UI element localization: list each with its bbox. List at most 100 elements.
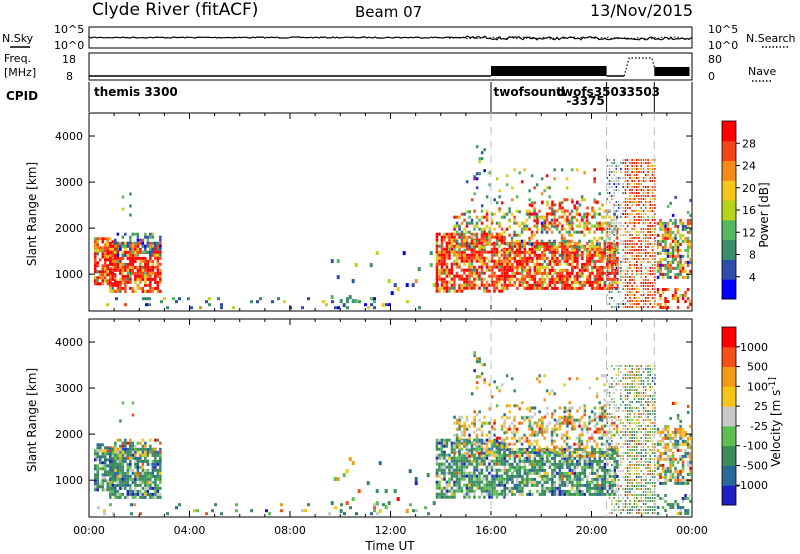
scatter-cell bbox=[578, 424, 581, 428]
scatter-cell bbox=[642, 228, 645, 230]
scatter-cell bbox=[568, 474, 572, 478]
scatter-cell bbox=[671, 245, 675, 249]
scatter-cell bbox=[591, 447, 594, 451]
scatter-cell bbox=[250, 509, 253, 513]
scatter-cell bbox=[608, 277, 612, 281]
scatter-cell bbox=[480, 447, 484, 451]
scatter-cell bbox=[613, 246, 615, 248]
scatter-cell bbox=[556, 453, 559, 457]
scatter-cell bbox=[460, 447, 464, 451]
scatter-cell bbox=[470, 271, 474, 275]
scatter-cell bbox=[144, 274, 147, 278]
scatter-cell bbox=[513, 404, 516, 408]
scatter-cell bbox=[119, 419, 122, 423]
scatter-cell bbox=[458, 480, 461, 484]
scatter-cell bbox=[523, 439, 526, 443]
scatter-cell bbox=[460, 268, 464, 272]
scatter-cell bbox=[603, 374, 606, 378]
scatter-cell bbox=[548, 392, 551, 396]
scatter-cell bbox=[503, 238, 506, 242]
scatter-cell bbox=[518, 421, 521, 425]
scatter-cell bbox=[96, 264, 99, 268]
scatter-cell bbox=[455, 456, 459, 460]
scatter-cell bbox=[463, 444, 466, 448]
scatter-cell bbox=[624, 201, 627, 203]
scatter-cell bbox=[453, 224, 456, 228]
scatter-cell bbox=[458, 265, 461, 269]
scatter-cell bbox=[543, 468, 547, 472]
scatter-cell bbox=[440, 486, 444, 490]
scatter-cell bbox=[654, 264, 656, 266]
scatter-cell bbox=[495, 495, 499, 499]
scatter-cell bbox=[568, 489, 572, 493]
scatter-cell bbox=[458, 421, 461, 425]
scatter-cell bbox=[409, 503, 412, 507]
scatter-cell bbox=[526, 492, 529, 496]
scatter-cell bbox=[136, 250, 140, 254]
scatter-cell bbox=[638, 195, 640, 197]
scatter-cell bbox=[483, 286, 486, 290]
scatter-cell bbox=[139, 286, 142, 290]
scatter-cell bbox=[608, 234, 611, 236]
scatter-cell bbox=[458, 456, 461, 460]
scatter-cell bbox=[121, 480, 125, 484]
scatter-cell bbox=[598, 492, 602, 496]
scatter-cell bbox=[676, 242, 680, 246]
scatter-cell bbox=[633, 174, 636, 176]
scatter-cell bbox=[558, 489, 562, 493]
scatter-cell bbox=[488, 227, 491, 231]
scatter-cell bbox=[470, 474, 474, 478]
scatter-cell bbox=[450, 247, 454, 251]
scatter-cell bbox=[613, 195, 615, 197]
scatter-cell bbox=[141, 238, 145, 242]
scatter-cell bbox=[521, 262, 524, 266]
scatter-cell bbox=[460, 489, 464, 493]
scatter-cell bbox=[659, 272, 662, 276]
scatter-cell bbox=[503, 268, 506, 272]
scatter-cell bbox=[190, 306, 193, 310]
scatter-cell bbox=[541, 477, 544, 481]
scatter-cell bbox=[465, 465, 469, 469]
scatter-cell bbox=[106, 249, 109, 253]
scatter-cell bbox=[606, 303, 609, 305]
scatter-cell bbox=[541, 483, 544, 487]
scatter-cell bbox=[373, 509, 376, 513]
scatter-cell bbox=[598, 456, 602, 460]
scatter-cell bbox=[651, 264, 654, 266]
scatter-cell bbox=[598, 401, 601, 405]
scatter-cell bbox=[578, 245, 581, 249]
scatter-cell bbox=[615, 225, 618, 227]
scatter-cell bbox=[131, 492, 135, 496]
scatter-cell bbox=[608, 192, 611, 194]
scatter-cell bbox=[156, 438, 160, 442]
scatter-cell bbox=[615, 171, 618, 173]
scatter-cell bbox=[166, 306, 169, 310]
scatter-cell bbox=[301, 509, 304, 513]
scatter-cell bbox=[591, 209, 594, 213]
scatter-cell bbox=[483, 439, 486, 443]
scatter-cell bbox=[603, 462, 607, 466]
scatter-cell bbox=[114, 450, 117, 454]
scatter-cell bbox=[516, 465, 519, 469]
scatter-cell bbox=[159, 468, 162, 472]
scatter-cell bbox=[483, 277, 486, 281]
scatter-cell bbox=[566, 253, 569, 257]
scatter-cell bbox=[468, 471, 471, 475]
scatter-cell bbox=[473, 227, 476, 231]
scatter-cell bbox=[616, 462, 619, 466]
scatter-cell bbox=[596, 200, 599, 204]
scatter-cell bbox=[478, 247, 481, 251]
scatter-cell bbox=[661, 263, 665, 267]
scatter-cell bbox=[453, 441, 456, 445]
scatter-cell bbox=[676, 254, 680, 258]
scatter-cell bbox=[586, 474, 589, 478]
scatter-cell bbox=[606, 252, 609, 254]
scatter-cell bbox=[565, 242, 569, 246]
scatter-cell bbox=[520, 442, 524, 446]
scatter-cell bbox=[656, 291, 660, 294]
scatter-cell bbox=[576, 474, 579, 478]
scatter-cell bbox=[480, 283, 484, 287]
scatter-cell bbox=[651, 282, 654, 284]
scatter-cell bbox=[679, 260, 682, 264]
scatter-cell bbox=[470, 268, 474, 272]
